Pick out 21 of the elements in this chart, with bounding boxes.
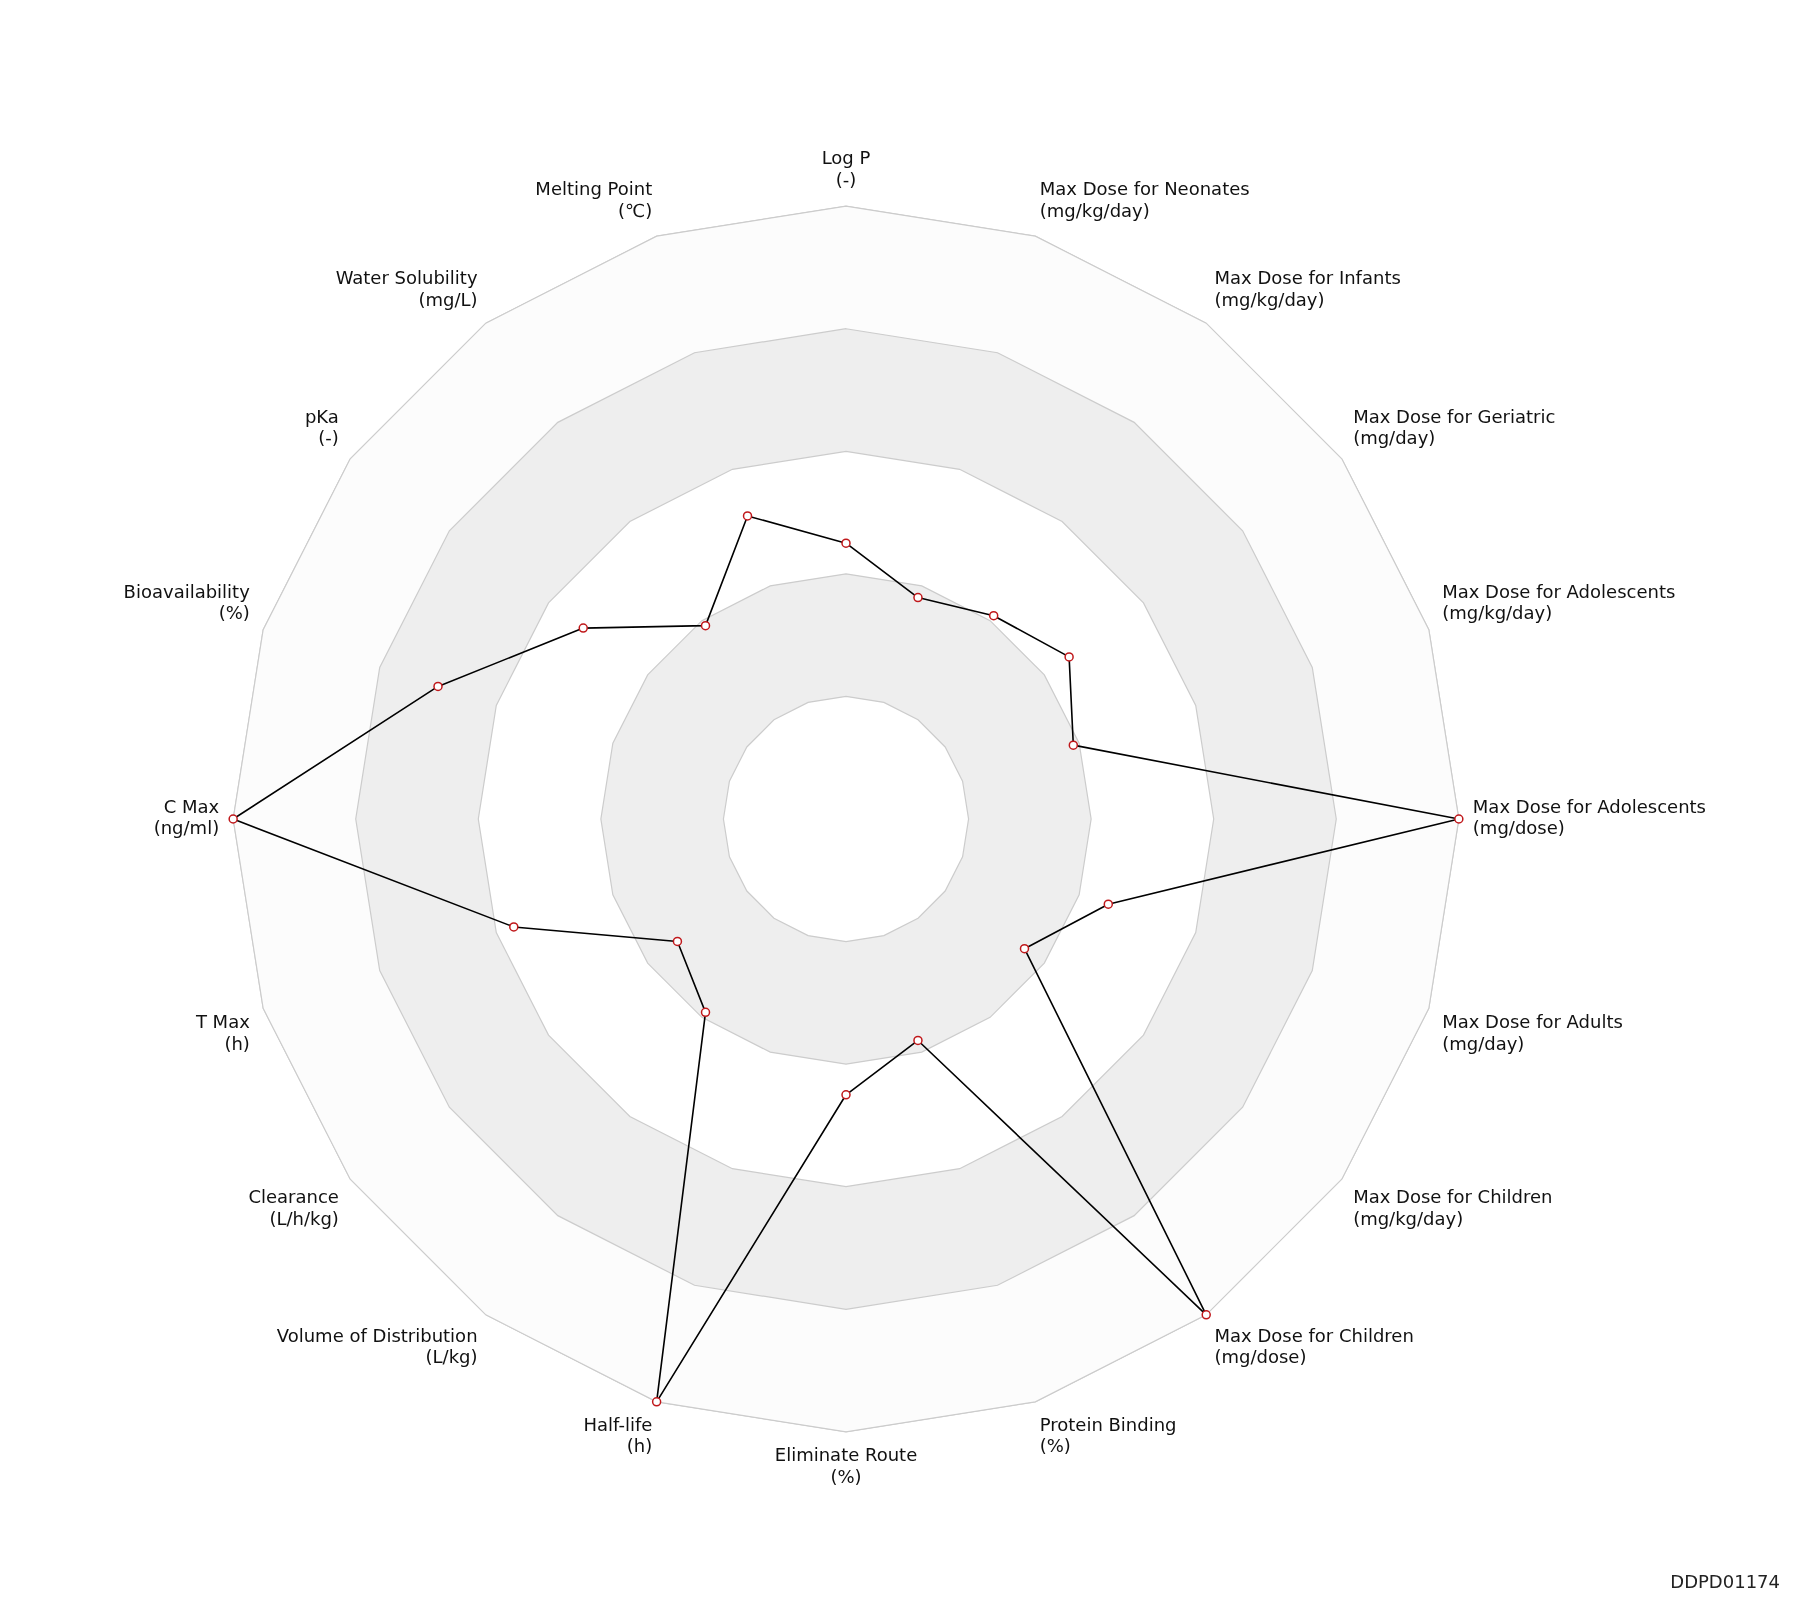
spoke-label: Max Dose for Infants (mg/kg/day) [1214,267,1401,310]
spoke-label: T Max (h) [194,1011,251,1054]
spoke-label: Eliminate Route (%) [774,1444,918,1487]
spoke-label: Bioavailability (%) [123,580,251,624]
spoke-label: Max Dose for Adolescents (mg/kg/day) [1442,580,1676,624]
spoke-label: Protein Binding (%) [1039,1413,1177,1457]
spoke-label: Melting Point (℃) [535,178,653,221]
spoke-label: Clearance (L/h/kg) [248,1185,339,1229]
spoke-label: Log P (-) [821,147,871,191]
text: DDPD01174 [1670,1571,1780,1592]
spoke-label: Water Solubility (mg/L) [335,267,478,310]
spoke-label: Max Dose for Geriatric (mg/day) [1353,405,1556,449]
spoke-label: Half-life (h) [583,1413,653,1457]
spoke-label: C Max (ng/ml) [153,795,220,839]
spoke-label: Max Dose for Neonates (mg/kg/day) [1039,178,1250,221]
spoke-label: Max Dose for Adolescents (mg/dose) [1472,795,1706,839]
spoke-label: Volume of Distribution (L/kg) [276,1324,478,1368]
spoke-label: Max Dose for Adults (mg/day) [1442,1011,1623,1054]
spoke-label: pKa (-) [304,405,339,449]
spoke-label: Max Dose for Children (mg/dose) [1214,1324,1414,1368]
spoke-label: Max Dose for Children (mg/kg/day) [1353,1185,1553,1229]
